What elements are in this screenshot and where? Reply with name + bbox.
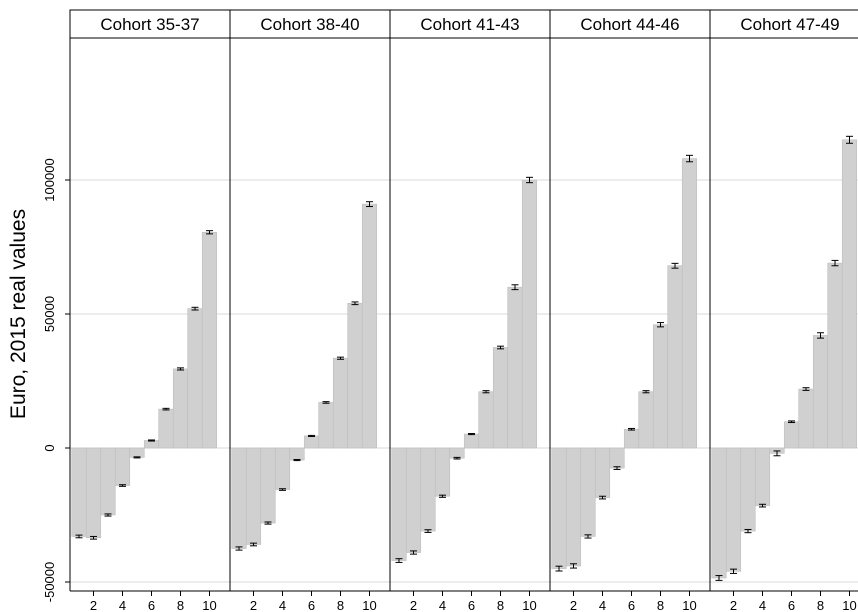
bar	[289, 447, 305, 461]
bar	[783, 421, 800, 449]
strip-box	[549, 9, 711, 39]
strip-label: Cohort 47-49	[740, 15, 839, 34]
bar	[594, 447, 611, 498]
x-tick-label: 10	[362, 598, 376, 612]
y-tick-label: 100000	[42, 158, 57, 201]
y-tick-label: 50000	[42, 296, 57, 332]
x-tick-label: 6	[468, 598, 475, 612]
x-tick-label: 10	[842, 598, 856, 612]
x-tick-label: 4	[439, 598, 446, 612]
bar	[434, 447, 451, 497]
strip-box	[229, 9, 391, 39]
x-tick-label: 2	[90, 598, 97, 612]
bar	[725, 447, 742, 572]
bar	[260, 447, 276, 524]
bar	[711, 447, 727, 579]
strip-box	[69, 9, 231, 39]
strip-label: Cohort 41-43	[420, 15, 519, 34]
bar	[667, 265, 683, 449]
bar	[391, 447, 407, 561]
bar	[129, 447, 145, 458]
x-tick-label: 6	[628, 598, 635, 612]
bar	[332, 357, 349, 449]
bar	[449, 447, 465, 459]
x-tick-label: 2	[570, 598, 577, 612]
bar	[114, 447, 131, 486]
x-tick-label: 10	[522, 598, 536, 612]
x-tick-label: 8	[177, 598, 184, 612]
bar	[172, 368, 189, 449]
bar	[565, 447, 582, 567]
bar	[71, 447, 87, 537]
x-tick-label: 4	[119, 598, 126, 612]
x-tick-label: 10	[682, 598, 696, 612]
bar	[318, 402, 334, 449]
bar	[521, 179, 538, 449]
y-tick-label: -50000	[42, 562, 57, 602]
bar	[274, 447, 291, 490]
strip-box	[709, 9, 858, 39]
bar	[158, 408, 174, 449]
bar	[812, 335, 829, 449]
x-tick-label: 8	[337, 598, 344, 612]
x-tick-label: 8	[657, 598, 664, 612]
bar	[580, 447, 596, 537]
bar	[347, 302, 363, 449]
x-tick-label: 8	[497, 598, 504, 612]
bar	[201, 231, 218, 449]
x-tick-label: 2	[250, 598, 257, 612]
strip-label: Cohort 35-37	[100, 15, 199, 34]
x-tick-label: 4	[279, 598, 286, 612]
bar	[681, 158, 698, 449]
bar	[361, 203, 378, 449]
bar	[420, 447, 436, 532]
x-tick-label: 4	[759, 598, 766, 612]
bar	[405, 447, 422, 553]
bar	[740, 447, 756, 532]
bar	[609, 447, 625, 469]
bar	[478, 391, 494, 449]
strip-label: Cohort 44-46	[580, 15, 679, 34]
bar	[827, 262, 843, 449]
x-tick-label: 2	[410, 598, 417, 612]
bar	[551, 447, 567, 569]
x-tick-label: 4	[599, 598, 606, 612]
y-tick-label: 0	[42, 444, 57, 451]
bar	[492, 347, 509, 449]
bar	[652, 324, 669, 449]
strip-label: Cohort 38-40	[260, 15, 359, 34]
x-tick-label: 2	[730, 598, 737, 612]
bar	[754, 447, 771, 506]
x-tick-label: 6	[308, 598, 315, 612]
x-tick-label: 6	[148, 598, 155, 612]
x-tick-label: 6	[788, 598, 795, 612]
bar	[798, 388, 814, 449]
bar	[841, 139, 858, 449]
bar	[623, 428, 640, 449]
bar	[245, 447, 262, 545]
bar	[187, 308, 203, 449]
bar	[638, 391, 654, 449]
bar	[463, 433, 480, 449]
bar	[303, 435, 320, 449]
bar	[100, 447, 116, 516]
bar	[507, 286, 523, 449]
y-axis-label: Euro, 2015 real values	[7, 209, 30, 419]
x-tick-label: 10	[202, 598, 216, 612]
bar	[143, 440, 160, 449]
x-tick-label: 8	[817, 598, 824, 612]
bar	[85, 447, 102, 539]
bar	[231, 447, 247, 549]
